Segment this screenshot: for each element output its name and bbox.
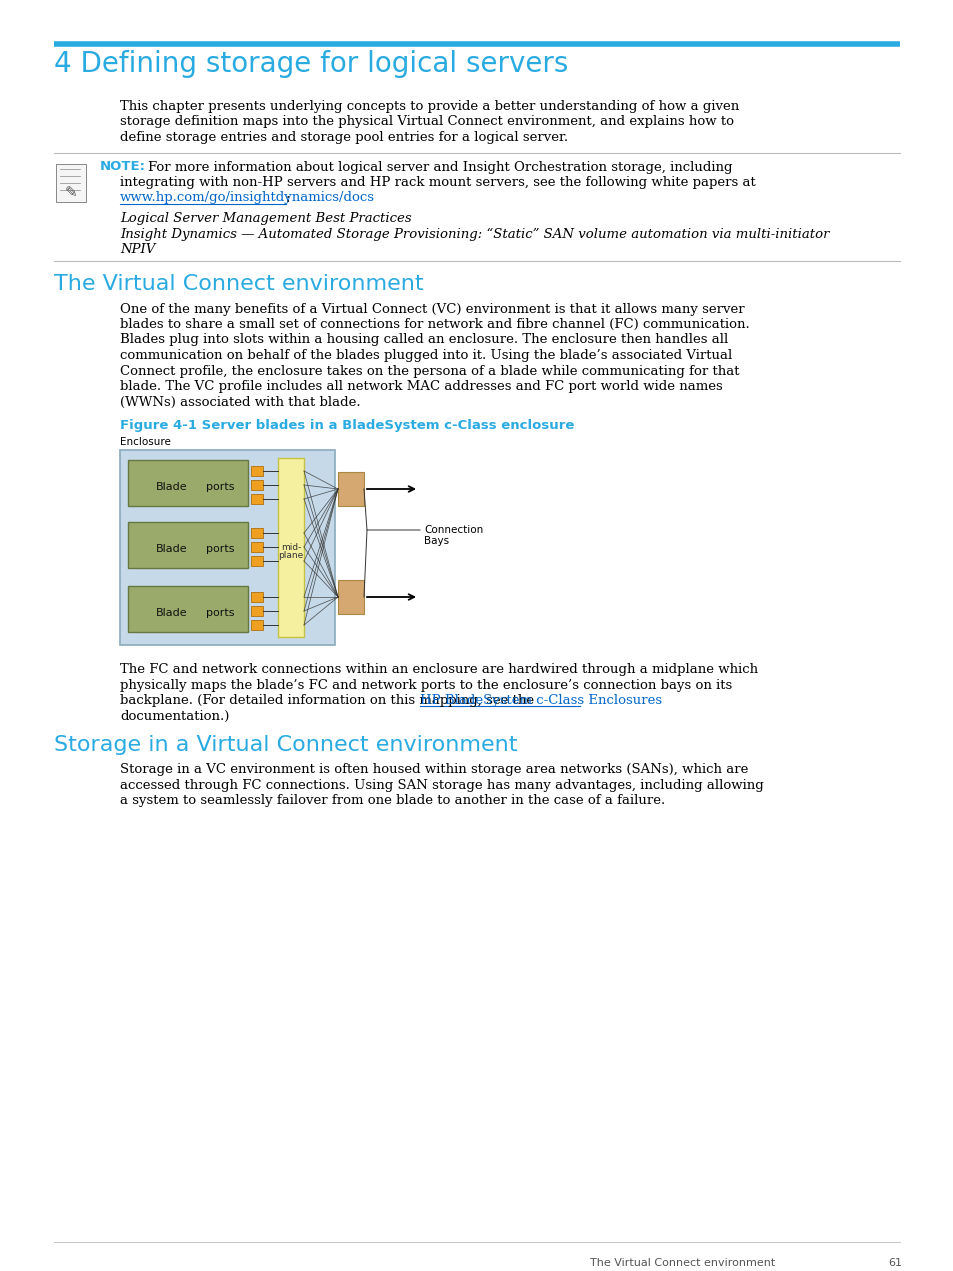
Text: For more information about logical server and Insight Orchestration storage, inc: For more information about logical serve…	[148, 160, 732, 174]
Text: The Virtual Connect environment: The Virtual Connect environment	[589, 1258, 775, 1268]
Text: Connection: Connection	[423, 525, 483, 535]
Text: storage definition maps into the physical Virtual Connect environment, and expla: storage definition maps into the physica…	[120, 116, 733, 128]
Text: ports: ports	[206, 544, 234, 554]
FancyBboxPatch shape	[56, 164, 86, 202]
Text: Figure 4-1 Server blades in a BladeSystem c-Class enclosure: Figure 4-1 Server blades in a BladeSyste…	[120, 419, 574, 432]
Text: Blades plug into slots within a housing called an enclosure. The enclosure then : Blades plug into slots within a housing …	[120, 333, 727, 347]
Text: documentation.): documentation.)	[120, 709, 229, 722]
Text: a system to seamlessly failover from one blade to another in the case of a failu: a system to seamlessly failover from one…	[120, 794, 664, 807]
Text: NPIV: NPIV	[120, 243, 155, 255]
Text: Insight Dynamics — Automated Storage Provisioning: “Static” SAN volume automatio: Insight Dynamics — Automated Storage Pro…	[120, 228, 828, 240]
Text: Logical Server Management Best Practices: Logical Server Management Best Practices	[120, 212, 411, 225]
Text: :: :	[286, 192, 290, 205]
FancyBboxPatch shape	[128, 522, 248, 568]
Text: Blade: Blade	[156, 482, 188, 492]
Text: physically maps the blade’s FC and network ports to the enclosure’s connection b: physically maps the blade’s FC and netwo…	[120, 679, 732, 691]
FancyBboxPatch shape	[251, 606, 263, 616]
Text: mid-: mid-	[280, 543, 301, 552]
Text: backplane. (For detailed information on this mapping, see the: backplane. (For detailed information on …	[120, 694, 537, 707]
Text: 61: 61	[887, 1258, 901, 1268]
Text: The Virtual Connect environment: The Virtual Connect environment	[54, 275, 423, 295]
Text: NOTE:: NOTE:	[100, 160, 146, 174]
FancyBboxPatch shape	[251, 620, 263, 630]
Text: ports: ports	[206, 482, 234, 492]
FancyBboxPatch shape	[337, 472, 364, 506]
Text: plane: plane	[278, 552, 303, 561]
Text: accessed through FC connections. Using SAN storage has many advantages, includin: accessed through FC connections. Using S…	[120, 779, 763, 792]
FancyBboxPatch shape	[277, 458, 304, 637]
Text: define storage entries and storage pool entries for a logical server.: define storage entries and storage pool …	[120, 131, 568, 144]
Text: ✎: ✎	[65, 186, 77, 201]
Text: 4 Defining storage for logical servers: 4 Defining storage for logical servers	[54, 50, 568, 78]
Text: blade. The VC profile includes all network MAC addresses and FC port world wide : blade. The VC profile includes all netwo…	[120, 380, 722, 393]
Text: communication on behalf of the blades plugged into it. Using the blade’s associa: communication on behalf of the blades pl…	[120, 350, 732, 362]
FancyBboxPatch shape	[251, 527, 263, 538]
Text: The FC and network connections within an enclosure are hardwired through a midpl: The FC and network connections within an…	[120, 663, 758, 676]
Text: Blade: Blade	[156, 608, 188, 618]
FancyBboxPatch shape	[128, 460, 248, 506]
FancyBboxPatch shape	[251, 555, 263, 566]
Text: Blade: Blade	[156, 544, 188, 554]
FancyBboxPatch shape	[251, 541, 263, 552]
Text: Storage in a Virtual Connect environment: Storage in a Virtual Connect environment	[54, 735, 517, 755]
FancyBboxPatch shape	[120, 450, 335, 644]
Text: (WWNs) associated with that blade.: (WWNs) associated with that blade.	[120, 395, 360, 408]
Text: This chapter presents underlying concepts to provide a better understanding of h: This chapter presents underlying concept…	[120, 100, 739, 113]
Text: Enclosure: Enclosure	[120, 437, 171, 447]
Text: One of the many benefits of a Virtual Connect (VC) environment is that it allows: One of the many benefits of a Virtual Co…	[120, 302, 744, 315]
FancyBboxPatch shape	[128, 586, 248, 632]
FancyBboxPatch shape	[251, 466, 263, 477]
Text: HP BladeSystem c-Class Enclosures: HP BladeSystem c-Class Enclosures	[419, 694, 661, 707]
FancyBboxPatch shape	[337, 580, 364, 614]
FancyBboxPatch shape	[251, 494, 263, 505]
Text: Connect profile, the enclosure takes on the persona of a blade while communicati: Connect profile, the enclosure takes on …	[120, 365, 739, 377]
Text: integrating with non-HP servers and HP rack mount servers, see the following whi: integrating with non-HP servers and HP r…	[120, 175, 755, 189]
Text: Bays: Bays	[423, 536, 449, 547]
Text: Storage in a VC environment is often housed within storage area networks (SANs),: Storage in a VC environment is often hou…	[120, 763, 747, 777]
FancyBboxPatch shape	[251, 480, 263, 491]
Text: ports: ports	[206, 608, 234, 618]
Text: blades to share a small set of connections for network and fibre channel (FC) co: blades to share a small set of connectio…	[120, 318, 749, 330]
Text: www.hp.com/go/insightdynamics/docs: www.hp.com/go/insightdynamics/docs	[120, 192, 375, 205]
FancyBboxPatch shape	[251, 592, 263, 602]
